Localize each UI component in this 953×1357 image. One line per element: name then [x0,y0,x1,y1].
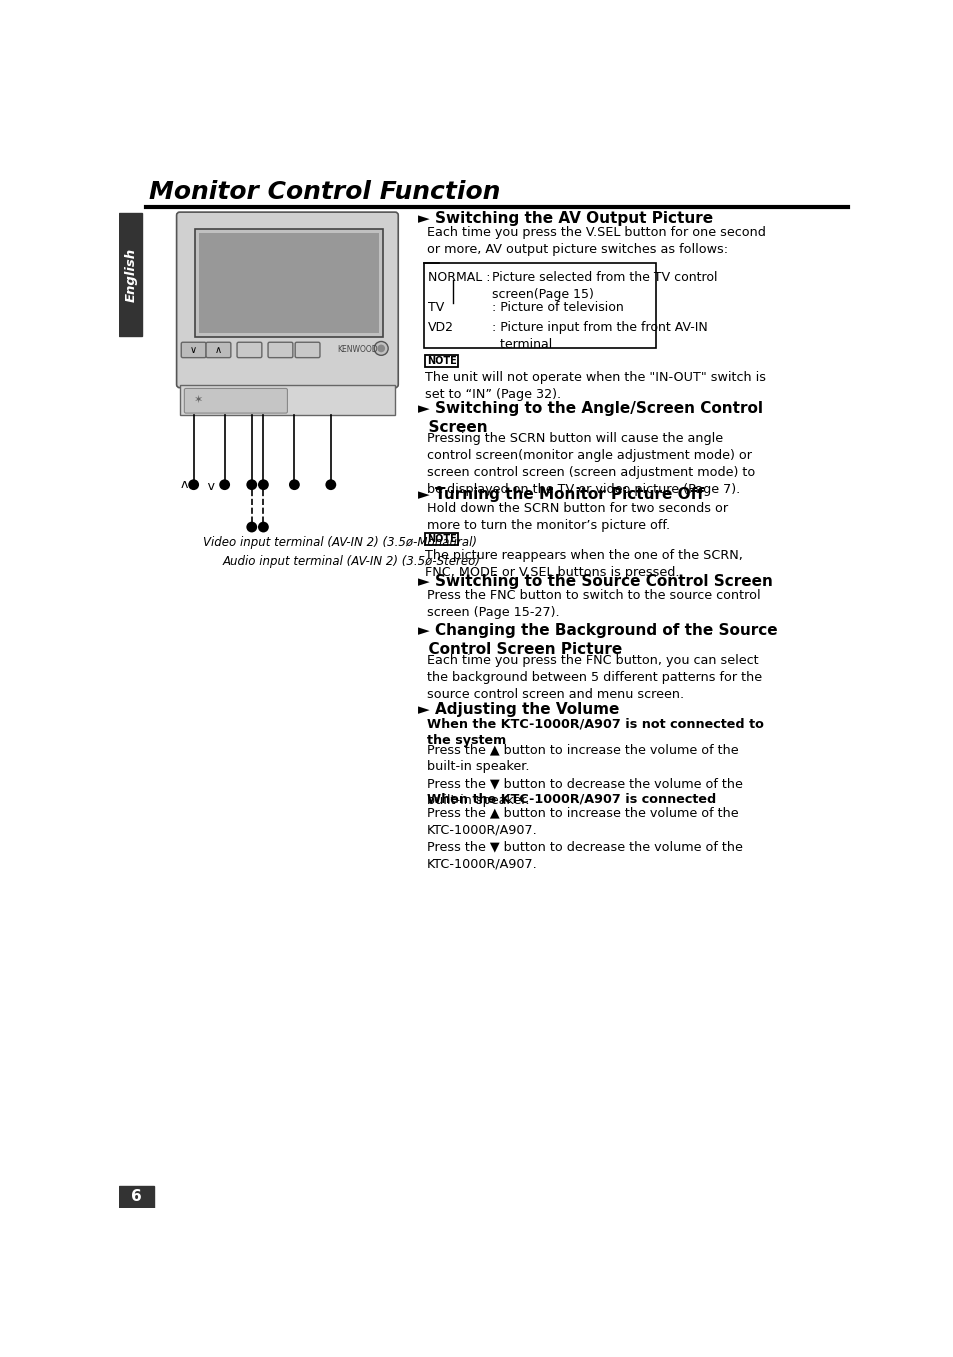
Text: ∧: ∧ [214,345,222,356]
Text: NOTE: NOTE [426,535,456,544]
Text: NORMAL :: NORMAL : [427,270,490,284]
FancyBboxPatch shape [236,342,261,358]
Text: Press the ▲ button to increase the volume of the
KTC-1000R/A907.
Press the ▼ but: Press the ▲ button to increase the volum… [427,806,742,871]
Bar [195,229,382,337]
Text: VD2: VD2 [427,322,454,334]
Text: 6: 6 [131,1190,142,1205]
Text: Hold down the SCRN button for two seconds or
more to turn the monitor’s picture : Hold down the SCRN button for two second… [427,502,727,532]
Circle shape [246,479,257,490]
Bar [119,213,142,337]
Bar [199,233,378,332]
Text: ✶: ✶ [194,395,204,404]
Text: Press the FNC button to switch to the source control
screen (Page 15-27).: Press the FNC button to switch to the so… [427,589,760,619]
FancyBboxPatch shape [206,342,231,358]
Text: When the KTC-1000R/A907 is not connected to
the system: When the KTC-1000R/A907 is not connected… [427,718,763,748]
Circle shape [374,342,388,356]
Bar [425,533,457,544]
Text: KENWOOD: KENWOOD [337,346,377,354]
Text: Each time you press the V.SEL button for one second
or more, AV output picture s: Each time you press the V.SEL button for… [427,227,765,256]
Circle shape [257,521,269,532]
Text: Audio input terminal (AV-IN 2) (3.5ø-Stereo): Audio input terminal (AV-IN 2) (3.5ø-Ste… [222,555,479,567]
Text: Pressing the SCRN button will cause the angle
control screen(monitor angle adjus: Pressing the SCRN button will cause the … [427,432,755,495]
Text: Video input terminal (AV-IN 2) (3.5ø-Monaural): Video input terminal (AV-IN 2) (3.5ø-Mon… [203,536,476,550]
Text: TV: TV [427,301,443,315]
Bar [425,356,457,366]
Text: ► Switching to the Angle/Screen Control
  Screen: ► Switching to the Angle/Screen Control … [417,400,761,436]
Circle shape [257,479,269,490]
Text: ∨: ∨ [190,345,197,356]
Text: Each time you press the FNC button, you can select
the background between 5 diff: Each time you press the FNC button, you … [427,654,761,702]
Text: ► Changing the Background of the Source
  Control Screen Picture: ► Changing the Background of the Source … [417,623,777,658]
FancyBboxPatch shape [181,342,206,358]
Bar [119,1186,154,1208]
Bar [179,384,395,415]
Text: : Picture of television: : Picture of television [492,301,623,315]
Text: ► Adjusting the Volume: ► Adjusting the Volume [417,702,618,716]
Text: : Picture input from the front AV-IN
  terminal: : Picture input from the front AV-IN ter… [492,322,707,351]
Text: ʌ: ʌ [207,478,214,491]
Bar [423,263,656,347]
Text: Press the ▲ button to increase the volume of the
built-in speaker.
Press the ▼ b: Press the ▲ button to increase the volum… [427,744,742,807]
Text: The unit will not operate when the "IN-OUT" switch is
set to “IN” (Page 32).: The unit will not operate when the "IN-O… [425,370,765,400]
Circle shape [219,479,230,490]
Circle shape [325,479,335,490]
Text: Picture selected from the TV control
screen(Page 15): Picture selected from the TV control scr… [492,270,717,301]
Circle shape [289,479,299,490]
Text: ʌ: ʌ [180,478,188,491]
Text: Monitor Control Function: Monitor Control Function [149,179,499,204]
Text: The picture reappears when the one of the SCRN,
FNC, MODE or V.SEL buttons is pr: The picture reappears when the one of th… [425,548,742,578]
Text: NOTE: NOTE [426,356,456,366]
Text: ► Turning the Monitor Picture Off: ► Turning the Monitor Picture Off [417,487,702,502]
Circle shape [188,479,199,490]
FancyBboxPatch shape [176,212,397,388]
Text: ► Switching the AV Output Picture: ► Switching the AV Output Picture [417,210,712,225]
Text: When the KTC-1000R/A907 is connected: When the KTC-1000R/A907 is connected [427,792,716,806]
Text: English: English [124,247,137,301]
Circle shape [377,345,385,353]
FancyBboxPatch shape [268,342,293,358]
Circle shape [246,521,257,532]
Text: ► Switching to the Source Control Screen: ► Switching to the Source Control Screen [417,574,772,589]
FancyBboxPatch shape [294,342,319,358]
FancyBboxPatch shape [184,388,287,413]
